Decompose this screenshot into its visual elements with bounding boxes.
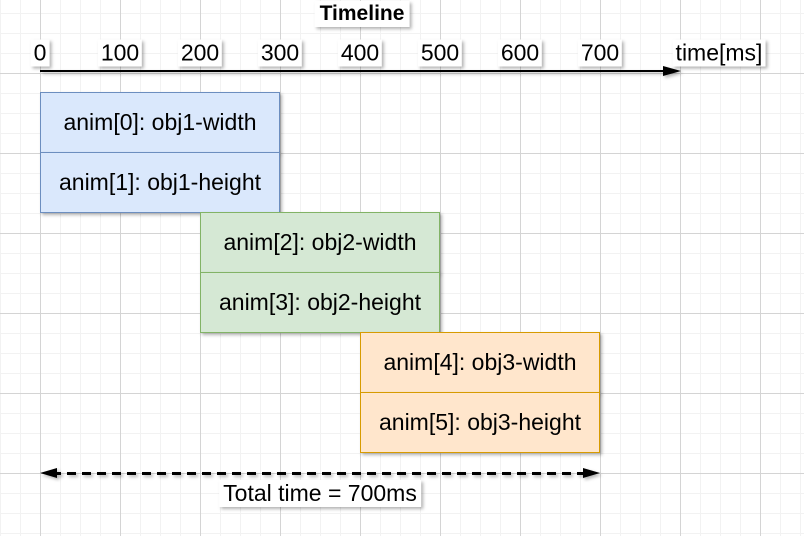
bar-anim0-obj1-width: anim[0]: obj1-width	[40, 92, 280, 153]
total-time-span-arrow	[40, 465, 600, 481]
bar-anim2-obj2-width: anim[2]: obj2-width	[200, 212, 440, 273]
bar-anim3-obj2-height: anim[3]: obj2-height	[200, 272, 440, 333]
arrow-left-icon	[40, 467, 57, 478]
diagram-title: Timeline	[314, 1, 410, 27]
time-axis-line	[40, 70, 668, 73]
arrow-right-icon	[663, 65, 681, 76]
arrow-right-icon	[583, 467, 600, 478]
axis-tick-label: 300	[257, 39, 303, 67]
bar-label: anim[1]: obj1-height	[58, 169, 261, 195]
axis-tick-label: 400	[337, 39, 383, 67]
bar-label: anim[4]: obj3-width	[383, 349, 577, 375]
dashed-line	[52, 471, 588, 475]
total-time-label: Total time = 700ms	[219, 480, 421, 507]
axis-tick-label: 500	[417, 39, 463, 67]
bar-label: anim[5]: obj3-height	[378, 409, 581, 435]
axis-tick-label: 200	[177, 39, 223, 67]
axis-tick-label: 0	[30, 39, 50, 67]
bar-anim5-obj3-height: anim[5]: obj3-height	[360, 392, 600, 453]
axis-tick-label: 600	[497, 39, 543, 67]
bar-label: anim[0]: obj1-width	[63, 109, 257, 135]
bar-label: anim[3]: obj2-height	[218, 289, 421, 315]
axis-tick-label: 700	[577, 39, 623, 67]
bar-anim4-obj3-width: anim[4]: obj3-width	[360, 332, 600, 393]
bar-label: anim[2]: obj2-width	[223, 229, 417, 255]
axis-unit-label: time[ms]	[672, 39, 766, 67]
bar-anim1-obj1-height: anim[1]: obj1-height	[40, 152, 280, 213]
axis-tick-label: 100	[97, 39, 143, 67]
